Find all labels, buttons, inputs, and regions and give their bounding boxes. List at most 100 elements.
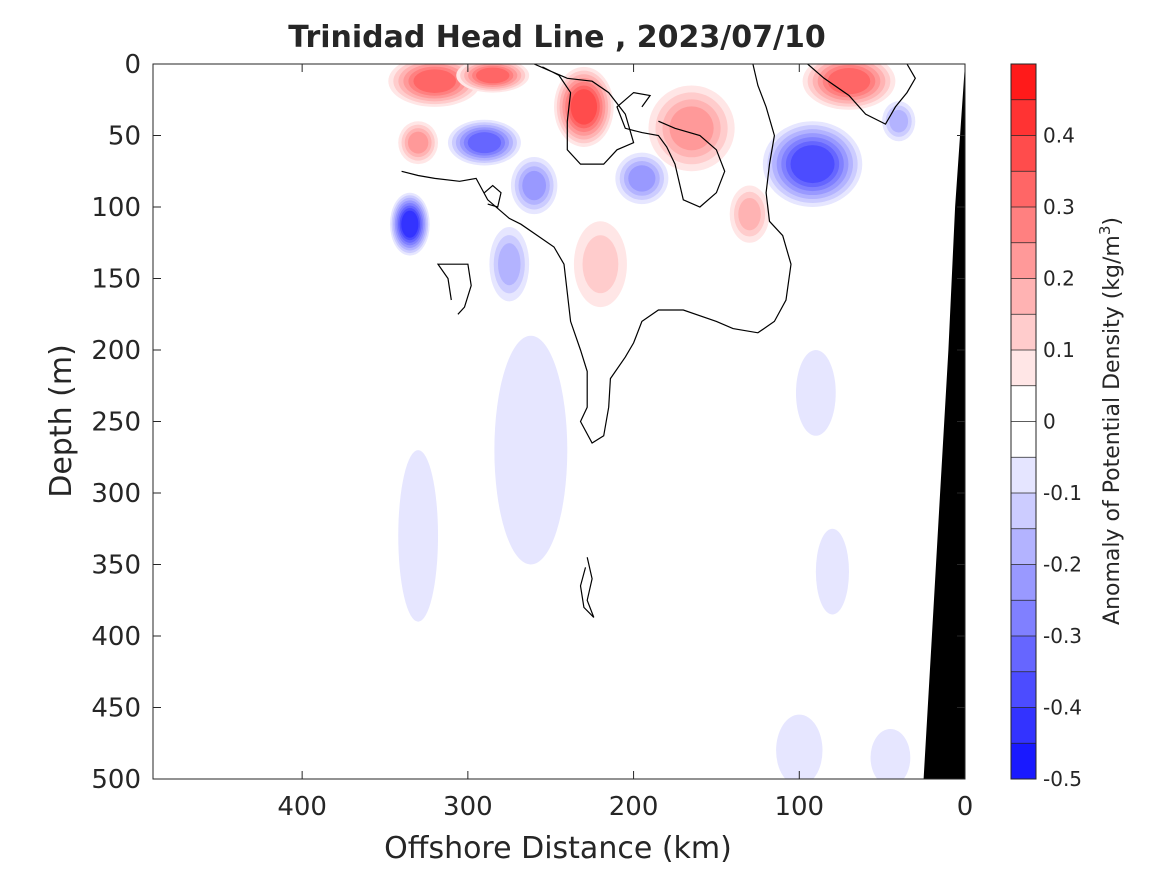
- anomaly-feature-15: [494, 335, 568, 565]
- anomaly-level: [401, 210, 419, 238]
- colorbar-swatch: [1011, 278, 1036, 315]
- colorbar-label-close: ): [1100, 217, 1125, 226]
- anomaly-field: [388, 64, 916, 779]
- anomaly-feature-5: [729, 185, 770, 243]
- anomaly-feature-8: [389, 192, 430, 256]
- y-tick-label: 400: [91, 622, 141, 652]
- y-axis: 0 50 100 150 200 250 300 350 400 450 500: [91, 50, 965, 795]
- colorbar-swatch: [1011, 64, 1036, 101]
- colorbar-swatch: [1011, 421, 1036, 458]
- colorbar-swatch: [1011, 743, 1036, 780]
- chart-title: Trinidad Head Line , 2023/07/10: [288, 20, 825, 55]
- anomaly-feature-16: [795, 350, 836, 436]
- colorbar-tick-label: 0.2: [1043, 267, 1075, 291]
- x-tick-label: 200: [609, 792, 659, 822]
- anomaly-feature-14: [882, 101, 916, 142]
- zero-contour-6: [579, 557, 595, 618]
- y-tick-label: 250: [91, 408, 141, 438]
- colorbar-swatch: [1011, 135, 1036, 172]
- zero-contour-2: [616, 91, 726, 208]
- colorbar-tick-label: 0: [1043, 410, 1056, 434]
- colorbar-swatch: [1011, 314, 1036, 351]
- colorbar-swatch: [1011, 636, 1036, 673]
- colorbar-tick-label: 0.3: [1043, 195, 1075, 219]
- colorbar-label-superscript: 3: [1096, 226, 1114, 236]
- anomaly-feature-1: [456, 64, 530, 93]
- zero-contour-3: [807, 64, 916, 125]
- anomaly-level: [870, 728, 911, 779]
- anomaly-feature-0: [388, 64, 482, 107]
- colorbar-swatch: [1011, 385, 1036, 422]
- anomaly-level: [738, 197, 761, 231]
- zero-contour-1: [533, 64, 635, 165]
- anomaly-level: [669, 106, 714, 151]
- anomaly-level: [494, 335, 568, 565]
- y-tick-label: 100: [91, 193, 141, 223]
- anomaly-level: [570, 89, 598, 125]
- colorbar-frame: [1010, 63, 1037, 780]
- anomaly-level: [815, 528, 850, 615]
- y-tick-label: 500: [91, 765, 141, 795]
- colorbar-swatch: [1011, 99, 1036, 136]
- anomaly-feature-20: [398, 450, 439, 622]
- anomaly-feature-18: [776, 714, 823, 779]
- y-tick-label: 450: [91, 694, 141, 724]
- anomaly-level: [522, 170, 547, 201]
- x-axis-label: Offshore Distance (km): [384, 831, 732, 866]
- y-axis-label: Depth (m): [44, 344, 79, 498]
- zero-contour-4: [436, 263, 472, 315]
- colorbar-swatch: [1011, 707, 1036, 744]
- anomaly-level: [407, 131, 429, 154]
- x-tick-label: 100: [774, 792, 824, 822]
- colorbar-tick-label: -0.5: [1043, 767, 1082, 791]
- colorbar-swatch: [1011, 528, 1036, 565]
- colorbar-tick-label: -0.4: [1043, 696, 1082, 720]
- x-tick-label: 300: [443, 792, 493, 822]
- colorbar-swatch: [1011, 242, 1036, 279]
- anomaly-feature-7: [573, 221, 627, 308]
- colorbar-swatch: [1011, 171, 1036, 208]
- anomaly-feature-4: [648, 85, 735, 172]
- y-tick-label: 0: [124, 50, 141, 80]
- colorbar-tick-label: -0.3: [1043, 624, 1082, 648]
- colorbar-tick-label: 0.1: [1043, 338, 1075, 362]
- anomaly-feature-6: [802, 64, 896, 110]
- zero-contour-5: [484, 184, 502, 208]
- anomaly-feature-17: [815, 528, 850, 615]
- colorbar-tick-label: -0.1: [1043, 481, 1082, 505]
- anomaly-level: [628, 165, 656, 192]
- seafloor-shape: [923, 64, 965, 779]
- y-tick-label: 50: [108, 122, 141, 152]
- y-tick-label: 350: [91, 551, 141, 581]
- anomaly-level: [413, 69, 456, 93]
- zero-contour-0: [401, 64, 792, 444]
- y-tick-label: 150: [91, 265, 141, 295]
- anomaly-feature-12: [615, 152, 669, 205]
- zero-contours: [401, 64, 916, 618]
- anomaly-level: [467, 132, 502, 154]
- colorbar-swatch: [1011, 207, 1036, 244]
- anomaly-level: [795, 350, 836, 436]
- colorbar-swatch: [1011, 564, 1036, 601]
- anomaly-feature-19: [870, 728, 911, 779]
- anomaly-feature-13: [762, 121, 863, 207]
- anomaly-level: [498, 243, 521, 286]
- y-tick-label: 200: [91, 336, 141, 366]
- colorbar-swatch: [1011, 350, 1036, 387]
- colorbar-swatch: [1011, 600, 1036, 637]
- anomaly-feature-2: [554, 66, 614, 147]
- x-tick-label: 0: [957, 792, 974, 822]
- colorbar-swatch: [1011, 671, 1036, 708]
- colorbar-swatch: [1011, 457, 1036, 494]
- anomaly-level: [790, 145, 835, 184]
- anomaly-level: [889, 109, 909, 133]
- y-tick-label: 300: [91, 479, 141, 509]
- anomaly-level: [827, 68, 871, 95]
- anomaly-level: [476, 67, 510, 84]
- x-tick-label: 400: [277, 792, 327, 822]
- colorbar-tick-label: 0.4: [1043, 124, 1075, 148]
- anomaly-level: [398, 450, 439, 622]
- anomaly-level: [776, 714, 823, 779]
